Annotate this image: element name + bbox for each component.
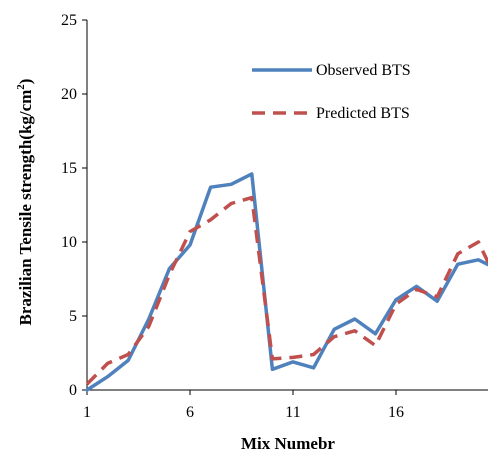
series-line-observed-bts (85, 172, 488, 392)
y-axis-title-close: ) (16, 79, 35, 85)
y-axis-title-main: Brazilian Tensile strength(kg/cm (16, 90, 35, 326)
y-tick-label: 15 (61, 160, 77, 177)
series-line-predicted-bts (85, 195, 488, 386)
y-tick-label: 10 (61, 234, 77, 251)
y-tick-label: 20 (61, 86, 77, 103)
series-layer (85, 172, 488, 392)
x-axis-title: Mix Numebr (241, 434, 335, 453)
x-tick-label: 1 (83, 404, 91, 421)
x-tick-label: 16 (388, 404, 404, 421)
y-axis-title: Brazilian Tensile strength(kg/cm2) (15, 79, 35, 326)
y-tick-label: 5 (69, 308, 77, 325)
y-axis-ticks: 0 5 10 15 20 25 (61, 12, 87, 399)
legend-label-predicted: Predicted BTS (316, 105, 410, 122)
y-tick-label: 25 (61, 12, 77, 29)
x-tick-label: 11 (285, 404, 300, 421)
y-tick-label: 0 (69, 382, 77, 399)
x-tick-label: 6 (186, 404, 194, 421)
x-axis-ticks: 161116212631 (83, 390, 404, 421)
legend-label-observed: Observed BTS (316, 62, 411, 79)
y-axis-title-superscript: 2 (15, 84, 27, 90)
legend: Observed BTS Predicted BTS (252, 62, 411, 122)
